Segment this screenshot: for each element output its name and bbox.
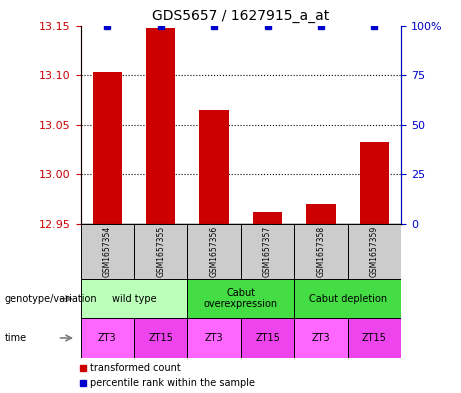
Text: time: time (5, 333, 27, 343)
Bar (294, 318, 348, 358)
Bar (294, 279, 401, 318)
Bar (241, 318, 294, 358)
Text: Cabut depletion: Cabut depletion (308, 294, 387, 304)
Text: GSM1657355: GSM1657355 (156, 226, 165, 277)
Bar (81, 318, 134, 358)
Text: GSM1657354: GSM1657354 (103, 226, 112, 277)
Bar (134, 224, 188, 279)
Bar (348, 224, 401, 279)
Text: genotype/variation: genotype/variation (5, 294, 97, 304)
Text: wild type: wild type (112, 294, 156, 304)
Text: ZT15: ZT15 (255, 333, 280, 343)
Bar (200, 110, 229, 224)
Text: ZT3: ZT3 (98, 333, 117, 343)
Text: ZT3: ZT3 (205, 333, 224, 343)
Title: GDS5657 / 1627915_a_at: GDS5657 / 1627915_a_at (152, 9, 330, 23)
Bar (134, 318, 188, 358)
Bar (93, 72, 122, 224)
Bar (188, 318, 241, 358)
Text: GSM1657359: GSM1657359 (370, 226, 379, 277)
Text: GSM1657356: GSM1657356 (210, 226, 219, 277)
Bar (360, 141, 389, 224)
Bar (306, 204, 336, 224)
Text: GSM1657358: GSM1657358 (316, 226, 325, 277)
Bar (81, 279, 188, 318)
Bar (188, 224, 241, 279)
Text: ZT15: ZT15 (362, 333, 387, 343)
Bar (241, 224, 294, 279)
Text: GSM1657357: GSM1657357 (263, 226, 272, 277)
Bar (81, 224, 134, 279)
Bar (146, 28, 176, 224)
Text: ZT3: ZT3 (312, 333, 330, 343)
Legend: transformed count, percentile rank within the sample: transformed count, percentile rank withi… (79, 363, 255, 388)
Text: ZT15: ZT15 (148, 333, 173, 343)
Text: Cabut
overexpression: Cabut overexpression (204, 288, 278, 309)
Bar (294, 224, 348, 279)
Bar (348, 318, 401, 358)
Bar (188, 279, 294, 318)
Bar (253, 212, 282, 224)
